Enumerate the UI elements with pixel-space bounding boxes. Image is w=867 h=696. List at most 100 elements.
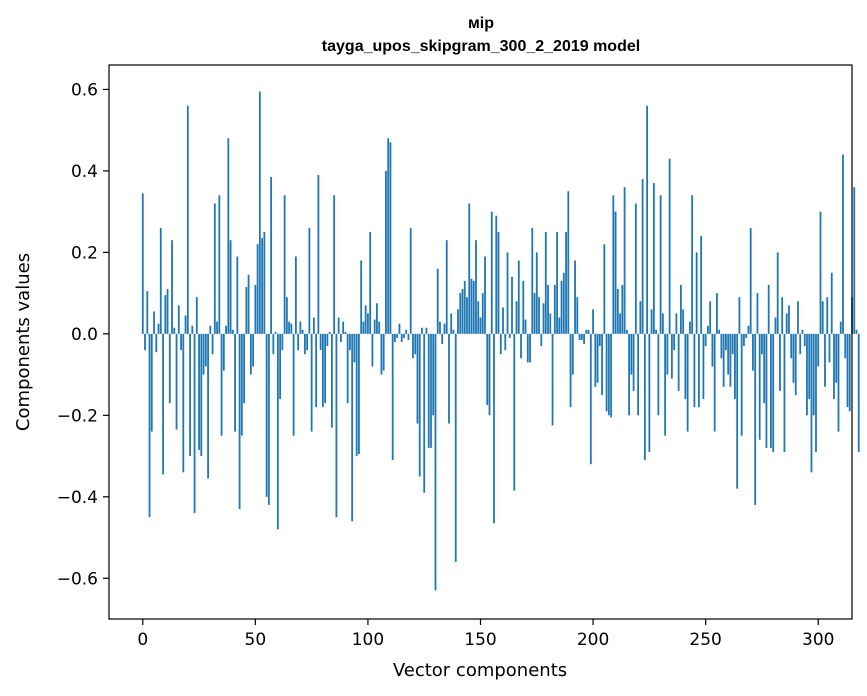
bar bbox=[409, 227, 412, 334]
bar bbox=[833, 333, 835, 400]
bar bbox=[382, 333, 385, 371]
bar bbox=[177, 305, 180, 334]
bar bbox=[790, 333, 793, 359]
bar bbox=[520, 333, 522, 359]
bar bbox=[607, 333, 610, 416]
bar bbox=[189, 333, 191, 457]
bar bbox=[328, 331, 331, 334]
bar bbox=[457, 309, 459, 334]
bar bbox=[610, 333, 612, 418]
bar bbox=[436, 268, 439, 334]
bar bbox=[743, 333, 745, 347]
bar bbox=[722, 333, 725, 387]
bar bbox=[207, 333, 209, 479]
bar bbox=[679, 284, 682, 334]
y-tick-label: −0.4 bbox=[57, 488, 98, 508]
bar bbox=[589, 333, 592, 465]
bar bbox=[430, 333, 432, 448]
bar bbox=[216, 321, 218, 334]
bar bbox=[857, 333, 860, 452]
bar bbox=[276, 333, 279, 530]
bar bbox=[763, 333, 766, 404]
bar bbox=[229, 240, 232, 334]
bar bbox=[427, 333, 430, 448]
bar bbox=[173, 327, 176, 334]
bar bbox=[182, 333, 185, 473]
chart-subtitle: tayga_upos_skipgram_300_2_2019 model bbox=[322, 38, 640, 55]
bar bbox=[412, 333, 414, 359]
bar bbox=[369, 232, 372, 334]
bar bbox=[736, 333, 739, 489]
bar bbox=[578, 333, 581, 340]
bar bbox=[376, 303, 378, 334]
bar bbox=[756, 293, 759, 334]
bar bbox=[810, 333, 813, 473]
bar bbox=[378, 321, 381, 334]
bar bbox=[157, 323, 160, 334]
bar bbox=[195, 297, 198, 334]
bar bbox=[749, 227, 752, 334]
bar bbox=[668, 158, 671, 334]
bar bbox=[148, 333, 151, 518]
y-axis-ticks: −0.6 −0.4 −0.2 0.0 0.2 0.4 0.6 bbox=[57, 80, 109, 589]
bar bbox=[794, 333, 797, 395]
bar bbox=[576, 297, 579, 334]
bar bbox=[394, 333, 396, 342]
bar bbox=[515, 301, 518, 334]
bar bbox=[434, 333, 437, 591]
bar bbox=[540, 333, 543, 347]
bar bbox=[459, 293, 462, 334]
bar bbox=[308, 227, 311, 334]
bar bbox=[231, 329, 234, 334]
bar bbox=[421, 327, 423, 334]
bar bbox=[168, 333, 171, 404]
bar bbox=[716, 293, 718, 334]
bar bbox=[745, 333, 748, 338]
bar bbox=[538, 297, 540, 334]
bar bbox=[220, 333, 223, 436]
bar bbox=[695, 252, 698, 334]
bar bbox=[682, 309, 685, 334]
bar bbox=[549, 313, 552, 334]
bar bbox=[504, 333, 507, 351]
bar bbox=[562, 272, 565, 334]
bar bbox=[666, 333, 669, 375]
bar bbox=[842, 154, 844, 334]
bar bbox=[547, 284, 549, 334]
bar bbox=[837, 333, 840, 432]
bar bbox=[490, 211, 493, 334]
bar bbox=[153, 311, 155, 334]
bar bbox=[830, 272, 833, 334]
bar bbox=[358, 333, 360, 455]
bar bbox=[292, 333, 295, 436]
bar bbox=[466, 297, 468, 334]
bar bbox=[761, 333, 763, 355]
bar bbox=[700, 236, 703, 334]
bar bbox=[450, 313, 453, 334]
bar bbox=[585, 329, 588, 334]
bar bbox=[180, 333, 182, 351]
bar bbox=[310, 333, 313, 432]
bar bbox=[596, 333, 599, 383]
bar bbox=[704, 333, 707, 347]
bar bbox=[240, 333, 243, 436]
bar bbox=[655, 329, 658, 334]
bar bbox=[479, 317, 482, 334]
bar bbox=[639, 301, 642, 334]
x-axis-label: Vector components bbox=[393, 660, 567, 681]
bar bbox=[752, 333, 754, 371]
bar bbox=[718, 329, 721, 334]
bar bbox=[661, 313, 664, 334]
bar bbox=[659, 195, 662, 334]
bar bbox=[317, 174, 320, 334]
x-tick-label: 200 bbox=[577, 630, 609, 650]
bar bbox=[632, 333, 635, 391]
bar bbox=[574, 260, 576, 334]
y-tick-label: 0.0 bbox=[71, 325, 98, 345]
bar bbox=[351, 333, 354, 522]
bar bbox=[198, 333, 200, 450]
bar bbox=[380, 333, 383, 375]
bar bbox=[691, 195, 694, 334]
bar bbox=[819, 211, 822, 334]
bar bbox=[592, 309, 594, 334]
